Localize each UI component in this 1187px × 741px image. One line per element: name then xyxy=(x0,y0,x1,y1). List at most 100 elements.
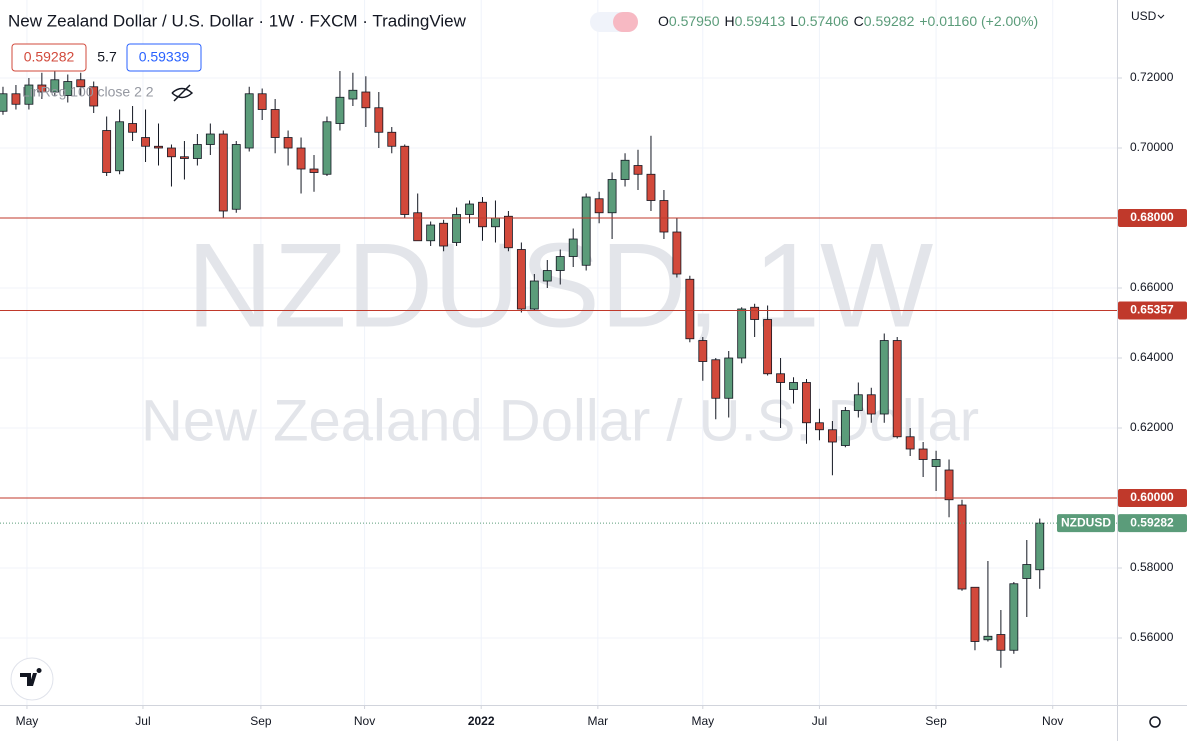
horizontal-line-label-bg xyxy=(1118,301,1187,320)
x-tick-label: Nov xyxy=(1042,714,1063,728)
candle-body xyxy=(400,145,410,215)
candle-body xyxy=(270,109,280,138)
x-tick-label: 2022 xyxy=(468,714,495,728)
x-tick-label: Jul xyxy=(135,714,150,728)
horizontal-line-label-bg xyxy=(1118,489,1187,508)
candle-body xyxy=(737,308,747,359)
candle-body xyxy=(957,504,967,590)
horizontal-line-label: 0.60000 xyxy=(1130,490,1174,504)
symbol-label-bg xyxy=(1057,514,1115,533)
candle-body xyxy=(179,156,189,159)
candle-body xyxy=(361,91,371,109)
sell-box[interactable] xyxy=(11,43,87,72)
sell-price: 0.59282 xyxy=(24,49,75,65)
candle-body xyxy=(516,249,526,310)
y-tick-label: 0.58000 xyxy=(1130,560,1174,574)
indicator-label: LinReg 100 close 2 2 xyxy=(22,84,154,100)
x-tick-label: Sep xyxy=(925,714,947,728)
candle-body xyxy=(918,448,928,460)
watermark-symbol: NZDUSD, 1W xyxy=(187,219,934,353)
candle-body xyxy=(141,137,150,147)
candle-body xyxy=(115,121,125,172)
candle-body xyxy=(983,635,993,641)
candle-body xyxy=(931,459,941,467)
candle-body xyxy=(750,306,760,320)
candle-body xyxy=(996,634,1006,651)
candle-body xyxy=(309,168,319,173)
candle-body xyxy=(218,133,228,212)
candle-body xyxy=(335,96,345,124)
buy-box[interactable] xyxy=(126,43,202,72)
candle-body xyxy=(711,359,721,399)
candle-body xyxy=(970,586,980,642)
candle-body xyxy=(154,145,163,149)
candle-body xyxy=(63,81,73,96)
chart-title: New Zealand Dollar / U.S. Dollar · 1W · … xyxy=(8,11,467,30)
candle-body xyxy=(89,86,99,107)
y-tick-label: 0.56000 xyxy=(1130,630,1174,644)
horizontal-line-label-bg xyxy=(1118,209,1187,228)
candle-body xyxy=(231,144,241,210)
candle-body xyxy=(128,123,137,133)
candle-body xyxy=(102,130,112,173)
candle-body xyxy=(1022,564,1032,579)
candle-body xyxy=(879,340,889,415)
candle-body xyxy=(387,131,397,147)
candle-body xyxy=(244,93,254,149)
candle-body xyxy=(646,173,656,201)
ohlc-value: 0.59413 xyxy=(735,13,786,29)
candle-body xyxy=(465,203,474,215)
candle-body xyxy=(1035,522,1045,571)
candle-body xyxy=(452,214,461,243)
x-tick-label: Sep xyxy=(250,714,272,728)
currency[interactable]: USD xyxy=(1131,9,1157,23)
x-tick-label: Nov xyxy=(354,714,375,728)
horizontal-line-label: 0.68000 xyxy=(1130,210,1174,224)
candle-body xyxy=(827,429,837,443)
candle-body xyxy=(659,200,669,233)
ohlc-value: 0.59282 xyxy=(864,13,915,29)
last-price-label-bg xyxy=(1118,514,1187,533)
y-tick-label: 0.66000 xyxy=(1130,280,1174,294)
candle-body xyxy=(698,340,708,362)
candle-body xyxy=(724,357,734,399)
spread: 5.7 xyxy=(97,49,117,65)
candle-body xyxy=(503,215,513,249)
settings-icon[interactable] xyxy=(1149,716,1161,728)
y-tick-label: 0.70000 xyxy=(1130,140,1174,154)
candle-body xyxy=(413,212,423,242)
candle-body xyxy=(322,121,332,175)
candle-body xyxy=(439,222,449,247)
ohlc-label: C xyxy=(854,13,864,29)
ohlc-value: 0.57406 xyxy=(798,13,849,29)
hide-icon[interactable] xyxy=(171,84,194,102)
y-tick-label: 0.62000 xyxy=(1130,420,1174,434)
candle-body xyxy=(853,394,863,411)
currency-caret xyxy=(1157,14,1165,19)
x-tick-label: May xyxy=(691,714,714,728)
candle-body xyxy=(167,147,176,158)
x-tick-label: Mar xyxy=(587,714,608,728)
candle-body xyxy=(633,165,643,175)
candle-body xyxy=(581,196,591,266)
candle-body xyxy=(555,256,565,271)
ohlc-label: L xyxy=(790,13,798,29)
candle-body xyxy=(815,422,824,431)
candle-body xyxy=(205,133,215,145)
horizontal-line-label: 0.65357 xyxy=(1130,303,1174,317)
candle-body xyxy=(685,278,695,340)
symbol-label: NZDUSD xyxy=(1061,515,1111,529)
candle-body xyxy=(594,198,604,214)
candle-body xyxy=(192,144,202,159)
ohlc-header: O0.57950 H0.59413 L0.57406 C0.59282 +0.01160… xyxy=(658,13,1038,29)
x-tick-label: Jul xyxy=(812,714,827,728)
ohlc-label: O xyxy=(658,13,669,29)
candle-body xyxy=(283,137,293,149)
candle-body xyxy=(529,280,539,310)
candle-body xyxy=(776,373,785,383)
candle-body xyxy=(426,224,436,242)
candle-body xyxy=(491,217,500,228)
toggle-on[interactable] xyxy=(613,12,638,32)
candle-body xyxy=(802,382,811,424)
